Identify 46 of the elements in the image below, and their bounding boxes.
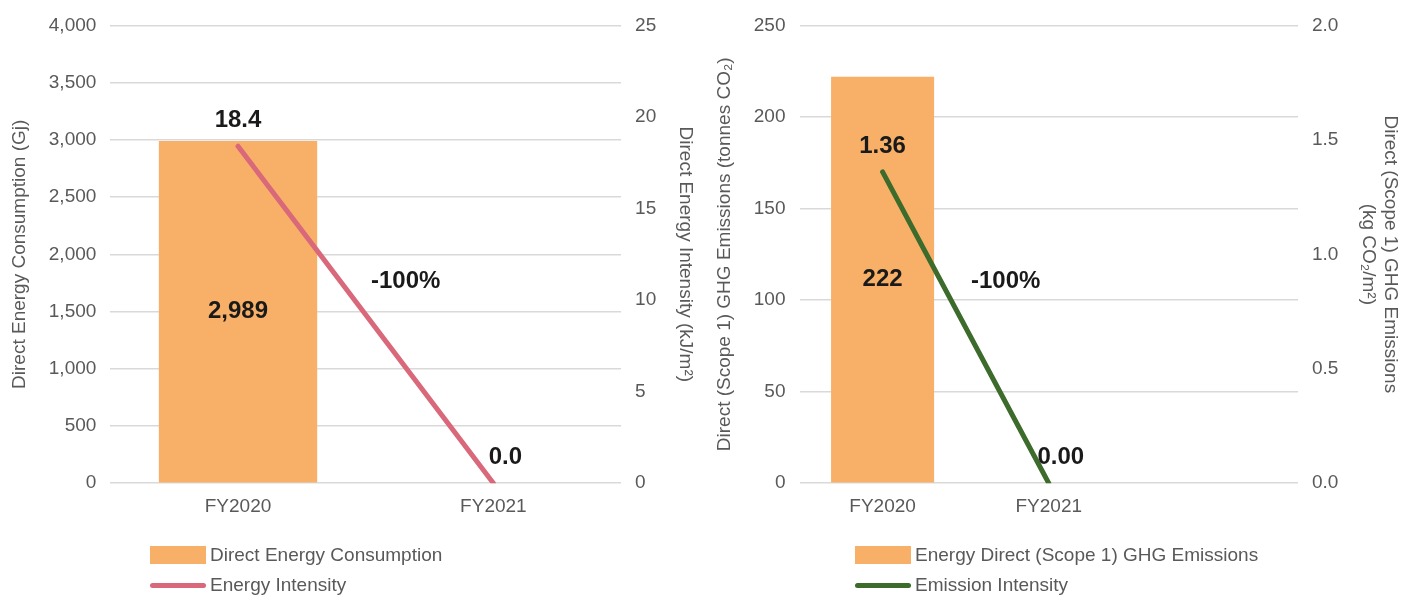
y2-tick-label: 25 xyxy=(635,13,657,35)
annotation: -100% xyxy=(970,266,1041,294)
x-tick-label: FY2021 xyxy=(1015,494,1083,516)
y2-tick-label: 0 xyxy=(635,471,646,493)
y-tick-label: 250 xyxy=(753,13,786,35)
y-tick-label: 3,000 xyxy=(48,128,97,150)
y-tick-label: 100 xyxy=(753,288,786,310)
y-tick-label: 2,500 xyxy=(48,185,97,207)
y-tick-label: 200 xyxy=(753,105,786,127)
x-tick-label: FY2020 xyxy=(204,494,272,516)
y-tick-label: 50 xyxy=(764,379,786,401)
y2-tick-label: 20 xyxy=(635,105,657,127)
y2-tick-label: 10 xyxy=(635,288,657,310)
y2-tick-label: 1.5 xyxy=(1311,128,1339,150)
y-tick-label: 500 xyxy=(64,414,97,436)
data-label: 222 xyxy=(862,264,903,292)
data-label: 1.36 xyxy=(859,130,906,158)
legend-label: Energy Intensity xyxy=(210,574,347,596)
y2-tick-label: 5 xyxy=(635,379,646,401)
y-tick-label: 4,000 xyxy=(48,13,97,35)
y-tick-label: 1,000 xyxy=(48,356,97,378)
y2-tick-label: 0.5 xyxy=(1311,356,1339,378)
y-axis-title: Direct Energy Consumption (Gj) xyxy=(7,119,29,389)
y-tick-label: 0 xyxy=(774,471,786,493)
y-tick-label: 2,000 xyxy=(48,242,97,264)
legend-label: Direct Energy Consumption xyxy=(210,544,443,566)
x-tick-label: FY2020 xyxy=(849,494,916,516)
legend-label: Energy Direct (Scope 1) GHG Emissions xyxy=(915,544,1259,566)
y2-axis-title: Direct (Scope 1) GHG Emissions (kg CO₂/m²) xyxy=(1358,115,1403,394)
y2-tick-label: 1.0 xyxy=(1311,242,1339,264)
y-tick-label: 0 xyxy=(85,471,97,493)
y-tick-label: 1,500 xyxy=(48,299,97,321)
y2-axis-title: Direct Energy Intensity (kJ/m²) xyxy=(676,126,698,383)
y2-tick-label: 0.0 xyxy=(1311,471,1339,493)
data-label: 2,989 xyxy=(208,296,269,324)
y-tick-label: 3,500 xyxy=(48,70,97,92)
x-tick-label: FY2021 xyxy=(460,494,527,516)
y-axis-title: Direct (Scope 1) GHG Emissions (tonnes CO₂) xyxy=(712,57,734,452)
data-label: 0.0 xyxy=(488,441,523,469)
data-label: 18.4 xyxy=(214,104,263,132)
y2-tick-label: 2.0 xyxy=(1311,13,1339,35)
y-tick-label: 150 xyxy=(753,196,786,218)
legend-label: Emission Intensity xyxy=(915,574,1069,596)
y2-tick-label: 15 xyxy=(635,196,657,218)
data-label: 0.00 xyxy=(1037,441,1085,469)
annotation: -100% xyxy=(371,266,441,294)
